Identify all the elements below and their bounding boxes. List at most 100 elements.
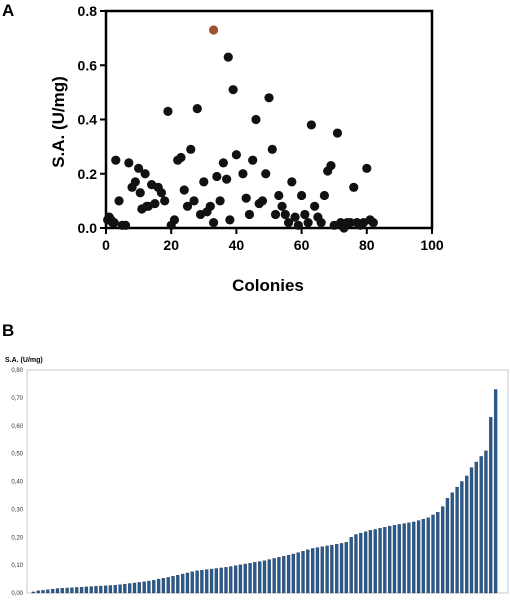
scatter-points bbox=[103, 25, 378, 233]
scatter-point bbox=[223, 52, 233, 62]
bar bbox=[262, 560, 267, 594]
scatter-point bbox=[192, 104, 202, 114]
bar bbox=[479, 456, 483, 594]
bar bbox=[195, 570, 199, 594]
bar bbox=[291, 553, 296, 594]
scatter-point bbox=[199, 177, 209, 187]
bar bbox=[455, 486, 459, 594]
bar bbox=[75, 587, 79, 594]
scatter-y-tick-label: 0.4 bbox=[78, 112, 98, 128]
scatter-point bbox=[212, 171, 222, 182]
bar bbox=[272, 558, 276, 594]
scatter-point bbox=[241, 193, 251, 203]
bar bbox=[402, 523, 406, 594]
bar bbox=[118, 584, 122, 594]
scatter-y-tick-label: 0.2 bbox=[78, 166, 98, 182]
scatter-point bbox=[156, 188, 167, 198]
scatter-point bbox=[114, 196, 124, 206]
scatter-plot-frame bbox=[104, 9, 434, 230]
bar bbox=[282, 556, 286, 594]
bar bbox=[325, 545, 329, 594]
bar bbox=[301, 551, 305, 594]
bar bbox=[493, 389, 498, 594]
bar bbox=[46, 589, 50, 594]
bar bbox=[161, 578, 166, 594]
scatter-point bbox=[287, 177, 297, 187]
bar bbox=[181, 573, 185, 594]
scatter-point bbox=[319, 190, 330, 201]
bar bbox=[359, 532, 363, 594]
scatter-chart: 0 20 40 60 80 100 0.0 0.2 0.4 0.6 0.8 Colonies S.A… bbox=[49, 3, 444, 295]
bar bbox=[238, 564, 243, 594]
bar bbox=[344, 542, 348, 594]
scatter-point bbox=[349, 182, 359, 192]
bar bbox=[460, 481, 464, 594]
panel-b-letter: B bbox=[2, 321, 14, 340]
scatter-point bbox=[306, 120, 316, 130]
bar-y-tick-label: 0,60 bbox=[11, 424, 23, 430]
bar bbox=[450, 492, 454, 594]
bar bbox=[219, 567, 223, 594]
bar bbox=[137, 582, 141, 594]
bar-y-tick-label: 0,80 bbox=[11, 368, 23, 374]
scatter-x-tick-label: 80 bbox=[359, 237, 375, 253]
bar bbox=[412, 521, 416, 594]
bar bbox=[51, 588, 55, 594]
scatter-point bbox=[316, 217, 326, 228]
bar bbox=[142, 581, 146, 594]
bar bbox=[176, 575, 180, 594]
bar bbox=[363, 531, 368, 594]
scatter-point bbox=[248, 155, 258, 165]
scatter-y-axis-label: S.A. (U/mg) bbox=[49, 76, 68, 168]
scatter-y-tick-label: 0.6 bbox=[78, 57, 98, 73]
bar bbox=[185, 572, 190, 594]
bar-y-axis-label: S.A. (U/mg) bbox=[5, 357, 43, 364]
scatter-point bbox=[109, 217, 119, 228]
bar bbox=[31, 591, 36, 594]
bar bbox=[426, 517, 430, 594]
bar-series bbox=[31, 389, 498, 594]
bar bbox=[253, 562, 257, 594]
scatter-point bbox=[238, 169, 248, 179]
bar-chart: S.A. (U/mg) 0,00 0,10 0,20 0,30 0,40 0,50 0,60… bbox=[5, 357, 509, 597]
bar bbox=[368, 530, 373, 594]
scatter-point-highlight bbox=[208, 25, 219, 35]
bar-plot-frame bbox=[26, 369, 509, 594]
scatter-point bbox=[215, 196, 225, 206]
bar bbox=[436, 512, 440, 594]
scatter-point bbox=[293, 220, 303, 230]
scatter-y-tick-label: 0.8 bbox=[78, 3, 98, 19]
scatter-point bbox=[326, 161, 336, 171]
bar bbox=[152, 580, 156, 594]
bar bbox=[36, 590, 40, 594]
scatter-point bbox=[225, 215, 235, 225]
scatter-point bbox=[218, 158, 228, 168]
bar bbox=[339, 543, 344, 594]
scatter-point bbox=[362, 163, 372, 173]
bar bbox=[166, 577, 170, 594]
bar bbox=[489, 417, 493, 594]
bar bbox=[407, 522, 411, 594]
bar bbox=[103, 585, 108, 594]
scatter-point bbox=[179, 185, 189, 195]
bar bbox=[469, 467, 474, 594]
bar bbox=[465, 475, 469, 594]
scatter-point bbox=[176, 152, 186, 163]
bar-y-tick-label: 0,20 bbox=[11, 535, 23, 541]
bar-y-tick-label: 0,40 bbox=[11, 480, 23, 486]
bar bbox=[190, 571, 194, 594]
bar bbox=[171, 576, 175, 594]
bar-y-tick-label: 0,30 bbox=[11, 507, 23, 513]
scatter-point bbox=[368, 217, 378, 228]
bar bbox=[209, 568, 214, 594]
bar bbox=[277, 557, 281, 594]
bar bbox=[214, 568, 218, 594]
scatter-x-tick-label: 40 bbox=[229, 237, 245, 253]
bar bbox=[349, 537, 353, 594]
scatter-point bbox=[134, 163, 144, 173]
bar bbox=[84, 586, 89, 594]
bar bbox=[248, 563, 252, 594]
bar bbox=[392, 525, 397, 594]
scatter-point bbox=[189, 196, 199, 206]
bar bbox=[431, 514, 435, 594]
